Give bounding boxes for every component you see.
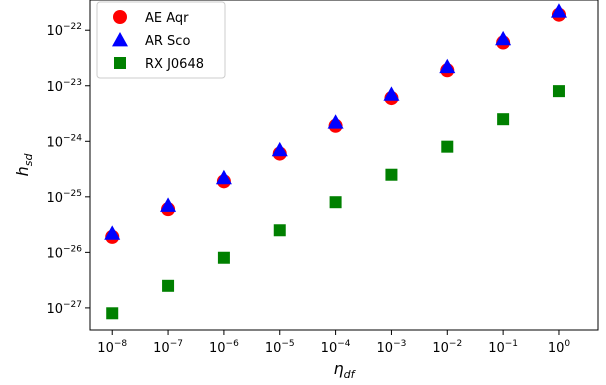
x-tick-exponent: −3: [393, 339, 406, 349]
y-tick-exponent: −23: [63, 78, 82, 88]
y-tick-base: 10: [46, 246, 63, 261]
data-point-square: [552, 85, 565, 98]
data-point-square: [385, 168, 398, 181]
y-tick-label: 10−23: [46, 78, 82, 95]
legend-items: AE Aqr AR Sco RX J0648: [112, 10, 204, 72]
data-point-triangle: [439, 58, 456, 74]
x-tick-exponent: −7: [170, 339, 183, 349]
data-point-triangle: [383, 86, 400, 101]
x-axis-label-subscript: df: [344, 368, 357, 381]
x-axis-label: ηdf: [334, 359, 357, 381]
x-tick-base: 10: [377, 341, 394, 356]
y-tick-exponent: −26: [63, 244, 82, 254]
x-tick-label: 10−6: [209, 339, 239, 356]
x-tick-exponent: −6: [226, 339, 240, 349]
x-tick-label: 10−5: [265, 339, 295, 356]
data-point-triangle: [495, 30, 512, 46]
legend-marker-square: [114, 57, 126, 69]
x-tick-label: 10−4: [321, 339, 351, 356]
y-tick-exponent: −22: [63, 22, 82, 32]
y-tick-base: 10: [46, 302, 63, 317]
y-axis-label: hsd: [13, 153, 35, 177]
x-tick-base: 10: [265, 341, 282, 356]
data-point-square: [106, 307, 119, 320]
legend-marker-triangle: [112, 32, 128, 47]
y-axis-label-base: h: [13, 166, 32, 176]
data-markers: [104, 3, 567, 320]
y-tick-base: 10: [46, 24, 63, 39]
legend-label: RX J0648: [145, 57, 204, 72]
legend-label: AE Aqr: [145, 11, 189, 26]
x-tick-exponent: −1: [505, 339, 518, 349]
x-tick-base: 10: [321, 341, 338, 356]
y-tick-exponent: −24: [63, 133, 82, 143]
data-point-square: [217, 251, 230, 264]
data-point-triangle: [215, 169, 232, 185]
x-tick-base: 10: [153, 341, 170, 356]
x-tick-exponent: −2: [449, 339, 462, 349]
series-square-markers: [106, 85, 565, 320]
y-tick-label: 10−24: [46, 133, 82, 150]
legend-frame: [96, 1, 226, 79]
data-point-triangle: [104, 225, 121, 240]
y-tick-label: 10−22: [46, 22, 82, 39]
legend-label: AR Sco: [145, 34, 190, 49]
x-tick-label: 10−2: [432, 339, 462, 356]
y-tick-exponent: −27: [63, 300, 82, 310]
x-tick-label: 10−8: [97, 339, 127, 356]
x-tick-base: 10: [548, 341, 565, 356]
data-point-square: [441, 140, 454, 153]
y-tick-base: 10: [46, 80, 63, 95]
x-tick-base: 10: [209, 341, 226, 356]
data-point-square: [162, 279, 175, 292]
x-tick-exponent: 0: [564, 339, 570, 349]
y-tick-label: 10−27: [46, 300, 82, 317]
y-tick-label: 10−25: [46, 189, 82, 206]
x-axis-ticks: 10−8 10−7 10−6 10−5 10−4 10−3 10−2 10−1 100: [97, 330, 570, 356]
x-tick-label: 10−1: [488, 339, 518, 356]
data-point-square: [329, 196, 342, 209]
series-triangle-markers: [104, 3, 567, 240]
y-tick-exponent: −25: [63, 189, 82, 199]
plot-area-frame: [89, 0, 599, 331]
data-point-triangle: [550, 3, 567, 18]
y-tick-label: 10−26: [46, 244, 82, 261]
x-tick-exponent: −5: [281, 339, 294, 349]
x-tick-label: 100: [548, 339, 571, 356]
y-tick-base: 10: [46, 135, 63, 150]
x-axis-label-base: η: [334, 359, 344, 378]
data-point-square: [497, 113, 510, 126]
x-tick-base: 10: [97, 341, 114, 356]
y-tick-base: 10: [46, 191, 63, 206]
x-tick-exponent: −4: [337, 339, 351, 349]
data-point-triangle: [327, 114, 344, 129]
data-point-triangle: [160, 197, 177, 212]
legend-marker-circle: [113, 10, 127, 24]
x-tick-base: 10: [488, 341, 505, 356]
data-point-square: [273, 224, 286, 237]
x-tick-label: 10−3: [377, 339, 407, 356]
y-axis-label-subscript: sd: [22, 153, 35, 167]
data-point-triangle: [271, 141, 288, 157]
x-tick-label: 10−7: [153, 339, 183, 356]
x-tick-base: 10: [432, 341, 449, 356]
legend: AE Aqr AR Sco RX J0648: [96, 1, 226, 79]
x-tick-exponent: −8: [114, 339, 128, 349]
